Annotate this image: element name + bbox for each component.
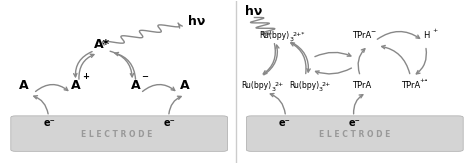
Text: +•: +• <box>419 78 428 83</box>
Text: +: + <box>82 72 89 81</box>
Text: 3: 3 <box>272 87 276 92</box>
FancyBboxPatch shape <box>11 116 228 151</box>
Text: A: A <box>19 79 29 92</box>
Text: 2+: 2+ <box>275 82 284 87</box>
Text: 2+*: 2+* <box>292 32 305 37</box>
Text: Ru(bpy): Ru(bpy) <box>289 81 319 90</box>
Text: 2+: 2+ <box>322 82 331 87</box>
Text: +: + <box>432 28 438 33</box>
Text: TPrA: TPrA <box>401 81 420 90</box>
Text: hν: hν <box>188 15 206 28</box>
FancyBboxPatch shape <box>246 116 463 151</box>
Text: A: A <box>131 79 140 92</box>
Text: TPrA: TPrA <box>353 31 372 40</box>
Text: 3: 3 <box>319 87 323 92</box>
Text: A: A <box>71 79 81 92</box>
Text: TPrA: TPrA <box>353 81 372 90</box>
Text: e⁻: e⁻ <box>278 118 290 128</box>
Text: A*: A* <box>94 38 110 51</box>
Text: e⁻: e⁻ <box>44 118 56 128</box>
Text: A: A <box>180 79 190 92</box>
Text: hν: hν <box>245 5 262 18</box>
Text: −: − <box>370 28 375 33</box>
Text: 3: 3 <box>290 37 294 42</box>
Text: e⁻: e⁻ <box>349 118 361 128</box>
Text: E L E C T R O D E: E L E C T R O D E <box>319 130 391 139</box>
Text: −: − <box>142 72 149 81</box>
Text: H: H <box>424 31 430 40</box>
Text: Ru(bpy): Ru(bpy) <box>242 81 272 90</box>
Text: E L E C T R O D E: E L E C T R O D E <box>81 130 153 139</box>
Text: Ru(bpy): Ru(bpy) <box>260 31 290 40</box>
Text: e⁻: e⁻ <box>163 118 175 128</box>
